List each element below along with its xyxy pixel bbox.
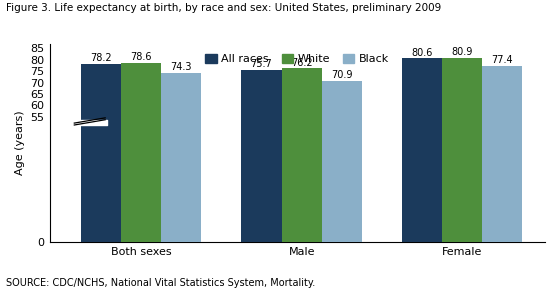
Text: 78.6: 78.6 xyxy=(130,52,152,62)
Legend: All races, White, Black: All races, White, Black xyxy=(201,49,394,69)
Bar xyxy=(81,64,121,242)
Text: 76.2: 76.2 xyxy=(291,58,312,68)
Bar xyxy=(402,58,442,242)
Text: 74.3: 74.3 xyxy=(170,62,192,72)
Text: 77.4: 77.4 xyxy=(492,55,513,65)
Text: 70.9: 70.9 xyxy=(331,70,353,79)
Bar xyxy=(121,63,161,242)
Bar xyxy=(482,66,522,242)
Text: 80.6: 80.6 xyxy=(412,48,433,58)
Text: Figure 3. Life expectancy at birth, by race and sex: United States, preliminary : Figure 3. Life expectancy at birth, by r… xyxy=(6,3,441,13)
Text: 80.9: 80.9 xyxy=(451,47,473,57)
Y-axis label: Age (years): Age (years) xyxy=(15,110,25,175)
Bar xyxy=(161,73,202,242)
Text: 75.7: 75.7 xyxy=(251,59,272,69)
Bar xyxy=(241,70,282,242)
Bar xyxy=(322,81,362,242)
Bar xyxy=(282,68,322,242)
Text: SOURCE: CDC/NCHS, National Vital Statistics System, Mortality.: SOURCE: CDC/NCHS, National Vital Statist… xyxy=(6,277,315,288)
Bar xyxy=(442,58,482,242)
Text: 78.2: 78.2 xyxy=(90,53,112,63)
